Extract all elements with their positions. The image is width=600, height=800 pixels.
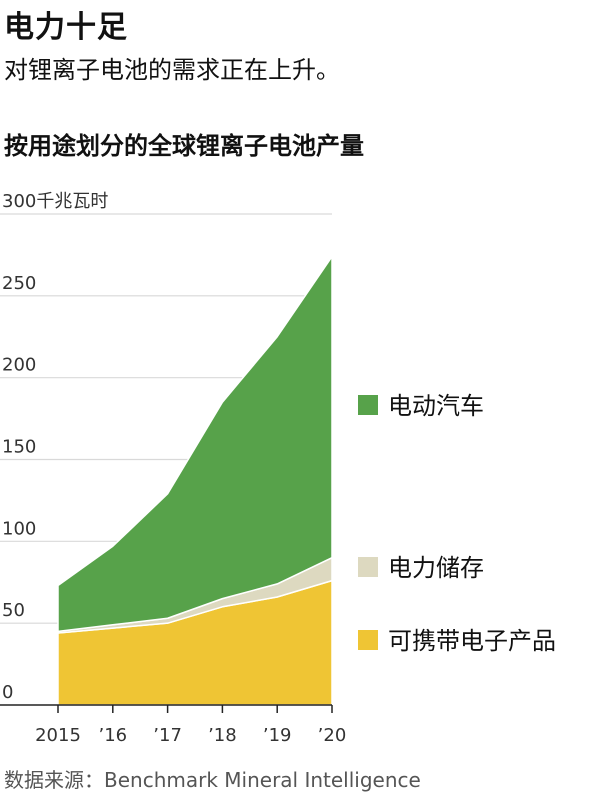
chart-heading: 按用途划分的全球锂离子电池产量	[4, 132, 364, 160]
x-tick-label-3: ’18	[208, 725, 237, 746]
y-axis-ticks: 0 50 100 150 200 250 300千兆瓦时	[2, 191, 108, 703]
chart-subtitle: 对锂离子电池的需求正在上升。	[4, 56, 340, 84]
y-tick-label-250: 250	[2, 273, 36, 294]
x-axis-ticks: 2015 ’16 ’17 ’18 ’19 ’20	[35, 725, 346, 746]
x-tick-label-1: ’16	[98, 725, 127, 746]
y-tick-label-150: 150	[2, 437, 36, 458]
area-chart: 0 50 100 150 200 250 300千兆瓦时 2015 ’16 ’17 ’18 ’19 ’…	[0, 191, 556, 746]
area-series-2	[57, 255, 333, 633]
y-tick-label-300: 300千兆瓦时	[2, 191, 108, 212]
y-tick-label-0: 0	[2, 682, 13, 703]
x-axis	[0, 704, 333, 713]
legend-swatch-0	[358, 630, 378, 650]
legend-label-2: 电动汽车	[388, 392, 484, 420]
x-tick-label-2: ’17	[153, 725, 182, 746]
y-tick-label-100: 100	[2, 518, 36, 539]
chart-title: 电力十足	[4, 10, 128, 45]
y-tick-label-200: 200	[2, 355, 36, 376]
y-tick-label-50: 50	[2, 600, 25, 621]
area-series	[57, 255, 333, 706]
legend-label-1: 电力储存	[388, 554, 484, 582]
source-note: 数据来源：Benchmark Mineral Intelligence	[4, 768, 421, 792]
legend-label-0: 可携带电子产品	[388, 627, 556, 655]
x-tick-label-0: 2015	[35, 725, 81, 746]
legend-swatch-2	[358, 395, 378, 415]
x-tick-label-5: ’20	[318, 725, 347, 746]
legend-swatch-1	[358, 557, 378, 577]
x-tick-label-4: ’19	[263, 725, 292, 746]
